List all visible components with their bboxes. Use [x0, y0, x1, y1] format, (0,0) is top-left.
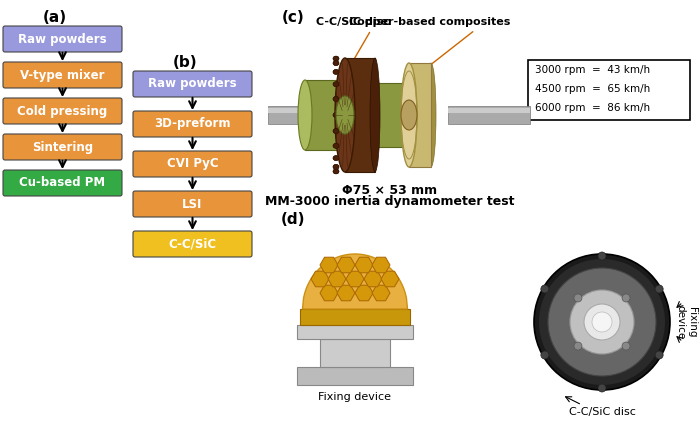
Circle shape [655, 351, 663, 359]
Bar [268, 106, 343, 124]
Ellipse shape [333, 143, 339, 148]
Ellipse shape [333, 56, 339, 61]
Circle shape [539, 259, 665, 385]
Ellipse shape [333, 143, 339, 148]
Ellipse shape [370, 58, 380, 172]
Circle shape [548, 268, 656, 376]
Ellipse shape [333, 112, 339, 117]
Bar [297, 325, 413, 339]
Ellipse shape [333, 56, 339, 61]
Ellipse shape [298, 80, 312, 150]
Ellipse shape [336, 96, 354, 134]
Ellipse shape [335, 58, 355, 172]
Text: Fixing
device: Fixing device [676, 305, 696, 339]
Ellipse shape [333, 69, 339, 75]
Text: LSI: LSI [182, 197, 203, 210]
Bar [297, 367, 413, 385]
FancyBboxPatch shape [3, 134, 122, 160]
Text: 3D-preform: 3D-preform [154, 117, 231, 131]
Ellipse shape [333, 69, 339, 75]
FancyBboxPatch shape [133, 151, 252, 177]
Ellipse shape [401, 63, 417, 167]
Ellipse shape [333, 61, 339, 66]
FancyBboxPatch shape [133, 111, 252, 137]
Text: 4500 rpm  =  65 km/h: 4500 rpm = 65 km/h [535, 84, 650, 94]
Circle shape [598, 252, 606, 260]
FancyBboxPatch shape [3, 98, 122, 124]
FancyBboxPatch shape [133, 231, 252, 257]
Circle shape [570, 290, 634, 354]
Ellipse shape [333, 128, 339, 133]
Circle shape [598, 384, 606, 392]
Circle shape [541, 351, 549, 359]
Ellipse shape [333, 61, 339, 66]
Text: Φ75 × 53 mm: Φ75 × 53 mm [342, 184, 438, 197]
Text: MM-3000 inertia dynamometer test: MM-3000 inertia dynamometer test [265, 195, 514, 208]
Bar [300, 309, 410, 325]
Bar [305, 80, 355, 150]
Circle shape [534, 254, 670, 390]
Text: (c): (c) [281, 10, 304, 25]
Ellipse shape [333, 164, 339, 169]
Ellipse shape [333, 82, 339, 87]
Text: 3000 rpm  =  43 km/h: 3000 rpm = 43 km/h [535, 65, 650, 75]
Circle shape [584, 304, 620, 340]
Circle shape [574, 294, 582, 302]
Text: (a): (a) [43, 10, 67, 25]
Text: C-C/SiC disc: C-C/SiC disc [316, 17, 390, 27]
Bar [448, 108, 530, 113]
Ellipse shape [333, 96, 339, 101]
Circle shape [655, 285, 663, 293]
Bar [409, 63, 431, 167]
Text: Raw powders: Raw powders [18, 32, 107, 45]
FancyBboxPatch shape [133, 71, 252, 97]
Circle shape [541, 285, 549, 293]
Text: (b): (b) [173, 55, 197, 70]
Polygon shape [302, 254, 407, 309]
Ellipse shape [333, 169, 339, 174]
Text: C-C/SiC: C-C/SiC [169, 237, 216, 250]
Text: Copper-based PM: Copper-based PM [307, 290, 403, 300]
Text: Raw powders: Raw powders [148, 77, 237, 91]
Text: C-C/SiC disc: C-C/SiC disc [568, 407, 636, 417]
Ellipse shape [407, 83, 421, 147]
Ellipse shape [333, 156, 339, 160]
Text: (d): (d) [281, 212, 305, 227]
FancyBboxPatch shape [3, 170, 122, 196]
Text: CVI PyC: CVI PyC [167, 157, 218, 171]
FancyBboxPatch shape [3, 26, 122, 52]
Circle shape [622, 342, 630, 350]
Circle shape [622, 294, 630, 302]
Text: Sintering: Sintering [32, 141, 93, 154]
Text: 6000 rpm  =  86 km/h: 6000 rpm = 86 km/h [535, 103, 650, 113]
Circle shape [592, 312, 612, 332]
Ellipse shape [333, 164, 339, 169]
Ellipse shape [333, 82, 339, 87]
Bar [448, 106, 530, 124]
Ellipse shape [333, 156, 339, 160]
Circle shape [574, 342, 582, 350]
Text: Cold pressing: Cold pressing [18, 104, 108, 117]
Ellipse shape [401, 100, 417, 130]
Ellipse shape [333, 128, 339, 133]
Bar [320, 339, 390, 367]
Bar [345, 58, 375, 172]
Text: Fixing device: Fixing device [318, 392, 391, 402]
Ellipse shape [333, 112, 339, 117]
Ellipse shape [333, 96, 339, 101]
Bar [268, 108, 343, 113]
Ellipse shape [348, 80, 362, 150]
Text: Cu-based PM: Cu-based PM [20, 176, 106, 189]
FancyBboxPatch shape [133, 191, 252, 217]
Bar [372, 83, 414, 147]
FancyBboxPatch shape [3, 62, 122, 88]
Bar [528, 60, 690, 120]
Text: Copper-based composites: Copper-based composites [349, 17, 511, 27]
Text: V-type mixer: V-type mixer [20, 69, 105, 82]
Ellipse shape [426, 63, 436, 167]
Ellipse shape [333, 169, 339, 174]
